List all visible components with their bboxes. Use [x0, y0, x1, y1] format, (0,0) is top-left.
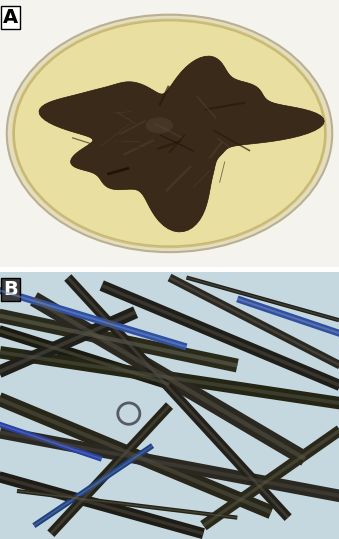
- Text: A: A: [3, 8, 19, 27]
- Ellipse shape: [14, 20, 325, 247]
- Ellipse shape: [146, 118, 173, 133]
- Polygon shape: [39, 56, 324, 232]
- Text: B: B: [3, 280, 18, 299]
